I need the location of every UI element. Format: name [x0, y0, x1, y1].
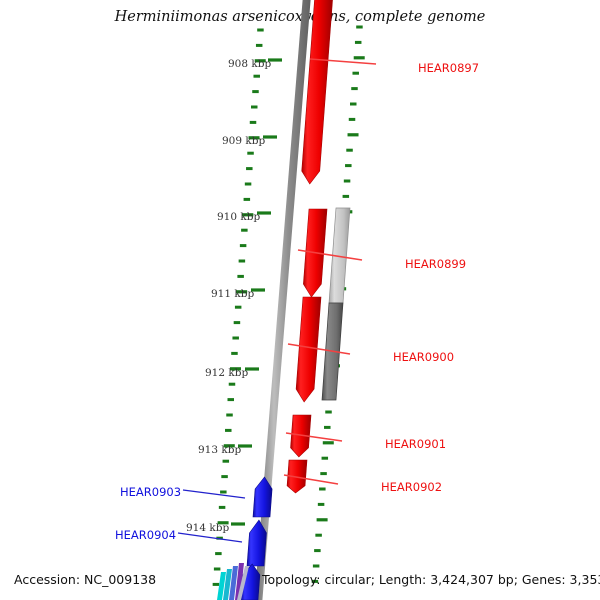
- gene-label-hear0900[interactable]: HEAR0900: [393, 350, 454, 364]
- axis-tick-label: 914 kbp: [186, 522, 229, 534]
- gene-features[interactable]: [240, 0, 333, 600]
- leader-line-hear0901: [285, 432, 343, 442]
- gene-feature-hear0897[interactable]: [301, 0, 333, 185]
- genome-summary: Topology: circular; Length: 3,424,307 bp…: [261, 572, 600, 587]
- axis-tick-label: 911 kbp: [211, 288, 254, 300]
- axis-major-ticks: 908 kbp 909 kbp 910 kbp 911 kbp 912 kbp 913 k…: [186, 58, 282, 534]
- accession-label: Accession: NC_009138: [14, 572, 156, 587]
- gene-leader-lines: [177, 58, 377, 543]
- gene-label-hear0902[interactable]: HEAR0902: [381, 480, 442, 494]
- gene-feature-hear0901[interactable]: [290, 414, 312, 458]
- axis-tick-label: 909 kbp: [222, 135, 265, 147]
- leader-line-hear0897: [309, 58, 377, 65]
- axis-tick-label: 913 kbp: [198, 444, 241, 456]
- axis-ticks-left: [212, 28, 266, 586]
- gene-label-hear0897[interactable]: HEAR0897: [418, 61, 479, 75]
- axis-tick-label: 910 kbp: [217, 211, 260, 223]
- gene-label-hear0899[interactable]: HEAR0899: [405, 257, 466, 271]
- leader-line-hear0902: [283, 474, 339, 485]
- axis-tick-label: 912 kbp: [205, 367, 248, 379]
- gene-label-hear0904[interactable]: HEAR0904: [115, 528, 176, 542]
- genome-axis: [254, 0, 311, 600]
- gene-feature-hear0904[interactable]: [246, 519, 267, 567]
- gene-label-hear0903[interactable]: HEAR0903: [120, 485, 181, 499]
- leader-line-hear0903: [182, 489, 246, 499]
- leader-line-hear0904: [177, 532, 243, 543]
- axis-tick-label: 908 kbp: [228, 58, 271, 70]
- page-title: Herminiimonas arsenicoxydans, complete g…: [114, 9, 486, 25]
- gene-labels[interactable]: HEAR0897 HEAR0899 HEAR0900 HEAR0901 HEAR0902…: [115, 61, 479, 542]
- gene-feature-hear0900[interactable]: [295, 296, 322, 403]
- gene-label-hear0901[interactable]: HEAR0901: [385, 437, 446, 451]
- leader-line-hear0899: [297, 249, 363, 261]
- leader-line-hear0900: [287, 343, 351, 355]
- feature-cluster-bottom[interactable]: [217, 563, 249, 600]
- gene-feature-hear0903[interactable]: [252, 476, 273, 518]
